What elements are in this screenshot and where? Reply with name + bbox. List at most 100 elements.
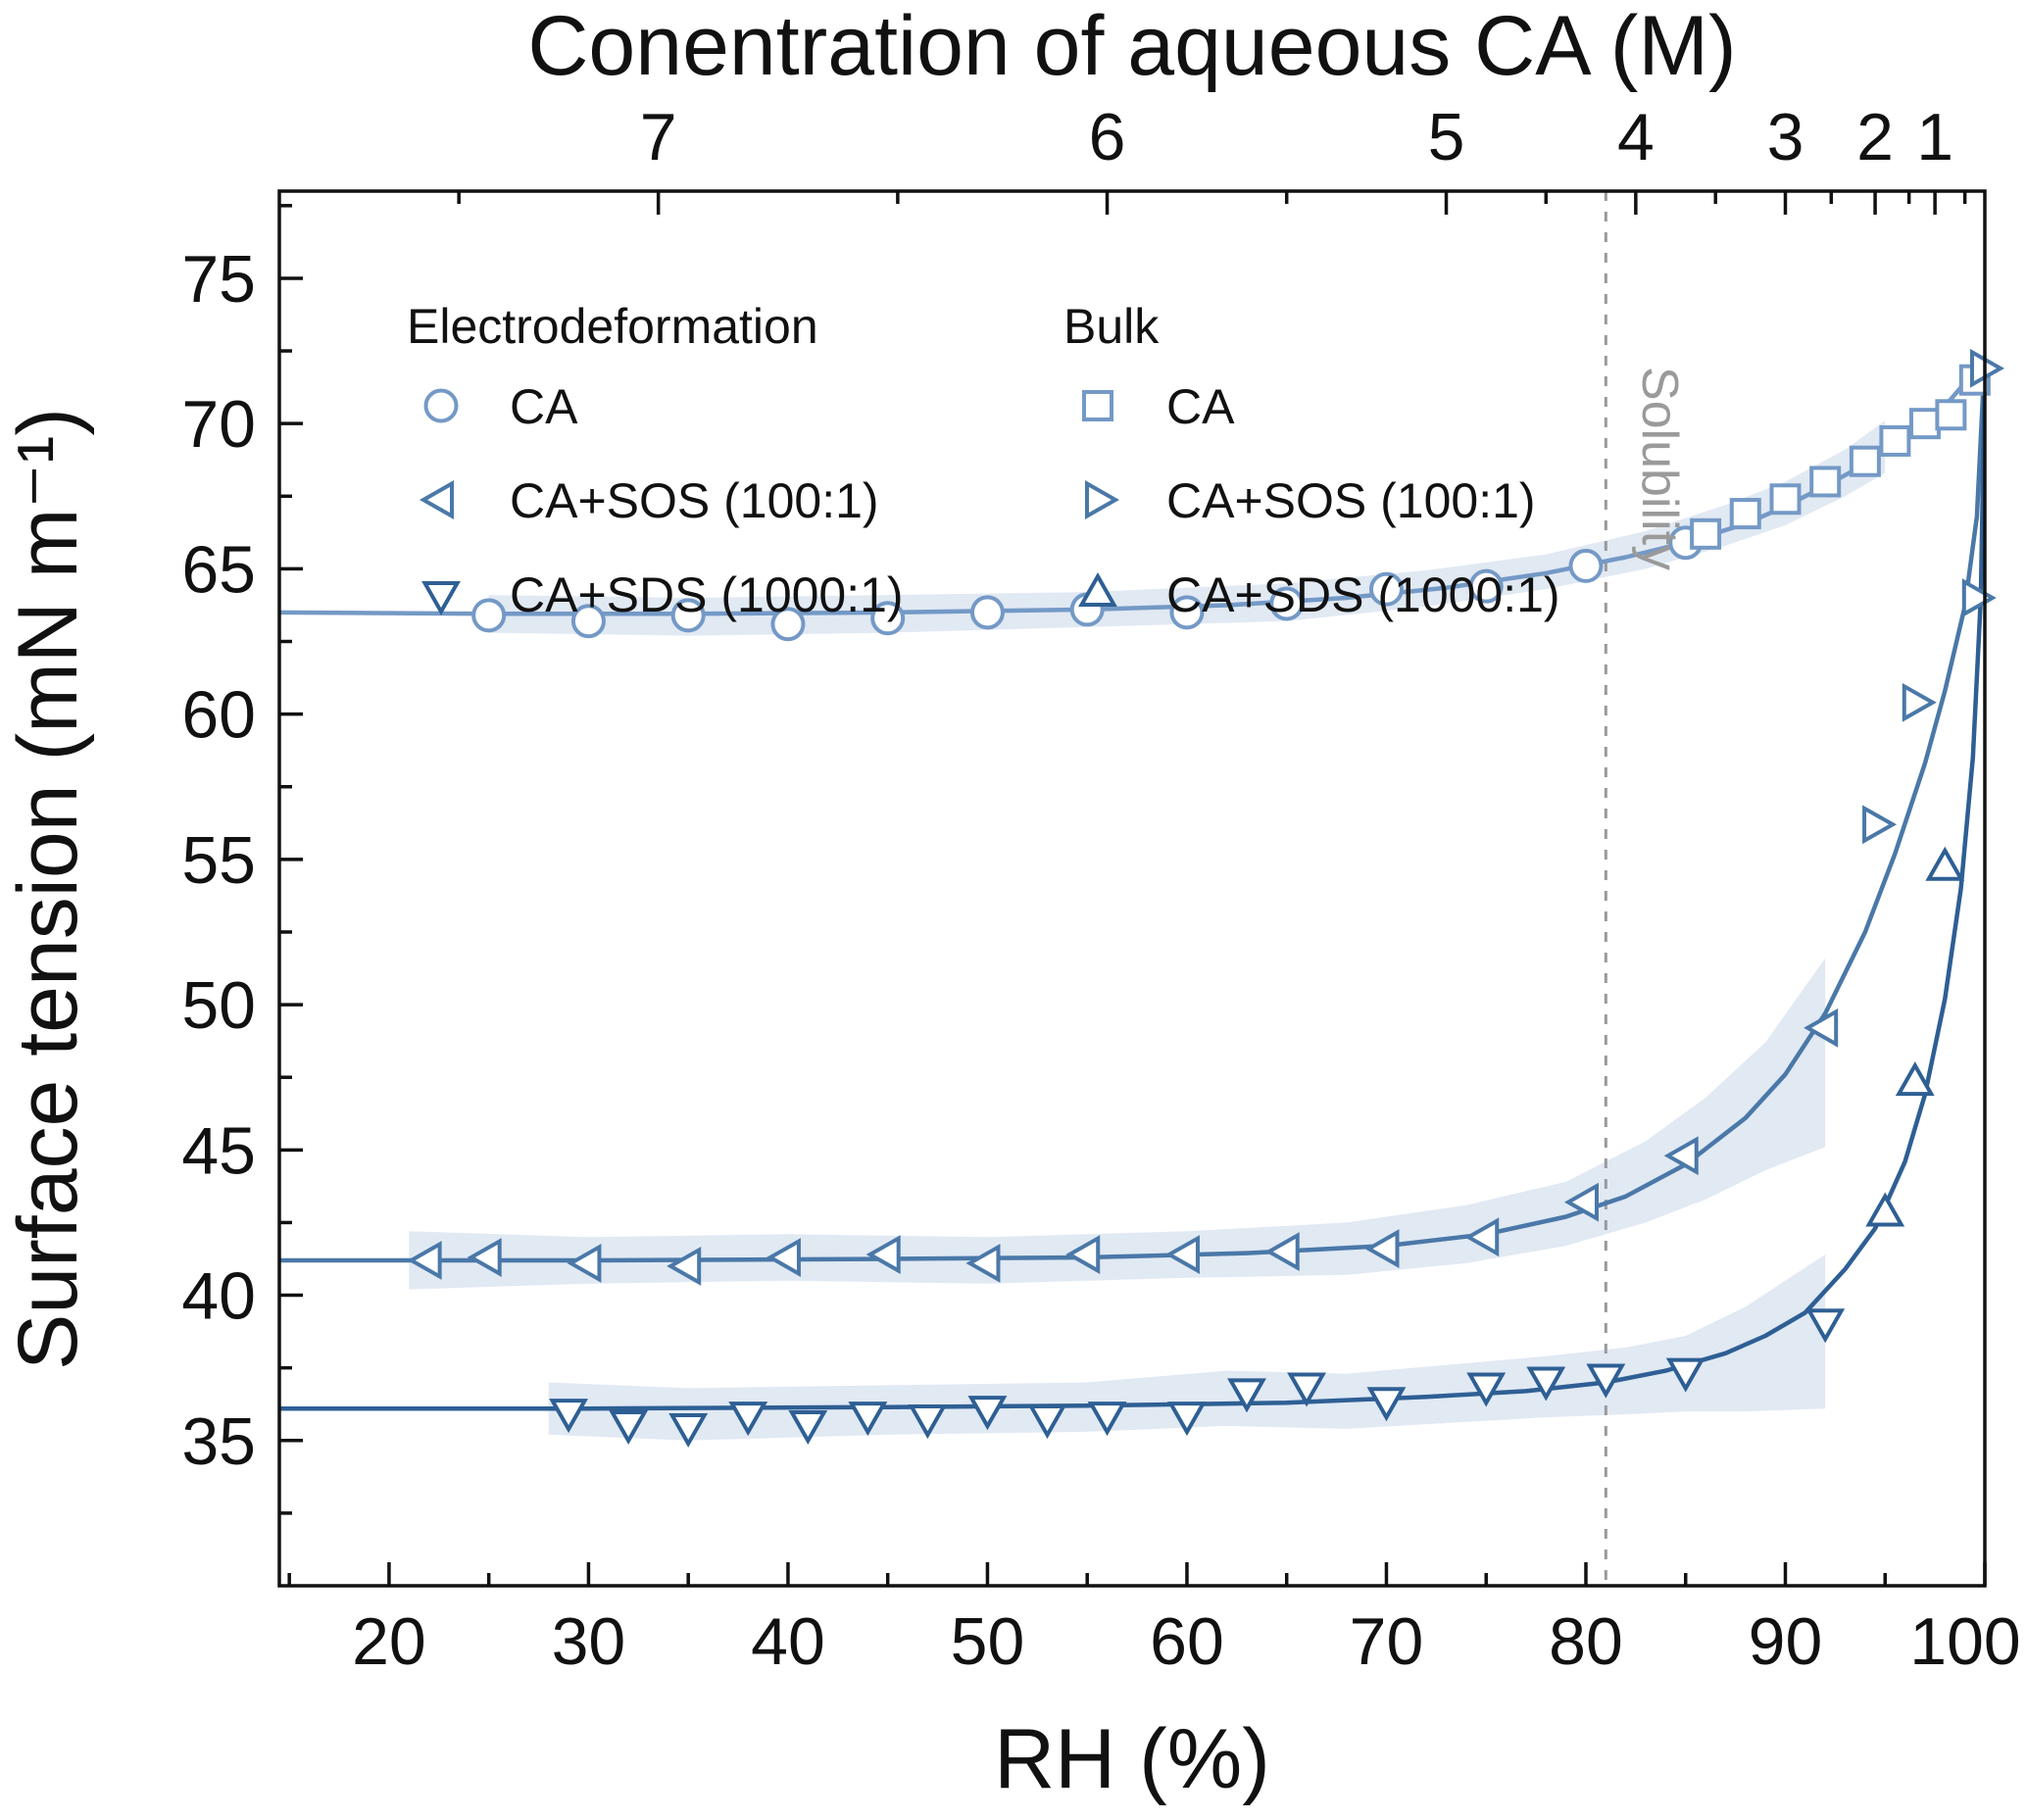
marker-electro-ca-sds-1000-1 [1586, 1363, 1626, 1399]
legend-item-label: CA+SOS (100:1) [510, 473, 879, 528]
band-ca-sos-100-1 [409, 958, 1826, 1290]
marker-electro-ca-sds-1000-1 [1526, 1366, 1566, 1402]
top-tick-label: 6 [1089, 100, 1126, 174]
left-tick-label: 70 [181, 387, 256, 462]
solubility-label: Solubility [1631, 367, 1688, 570]
marker-electro-ca-sos-100-1 [1264, 1232, 1300, 1272]
marker-electro-ca-sds-1000-1 [848, 1402, 888, 1437]
marker-electro-ca-sds-1000-1 [1805, 1308, 1846, 1344]
marker-electro-ca [670, 598, 706, 633]
marker-electro-ca [770, 607, 806, 642]
marker-electro-ca-sds-1000-1 [1227, 1378, 1266, 1413]
marker-bulk-ca [1809, 466, 1842, 498]
marker-bulk-ca [1849, 445, 1881, 477]
marker-bulk-ca [1879, 424, 1911, 457]
marker-electro-ca [570, 604, 606, 639]
triangle-up-icon [1078, 571, 1117, 607]
marker-electro-ca-sos-100-1 [467, 1238, 502, 1277]
marker-bulk-ca-sds-1000-1 [1925, 846, 1965, 881]
legend-item-label: CA+SDS (1000:1) [1166, 567, 1560, 622]
bottom-tick-label: 100 [1909, 1604, 2020, 1679]
left-axis-title: Surface tension (mN m⁻¹) [1, 408, 95, 1370]
marker-bulk-ca [1908, 408, 1941, 440]
bottom-tick-label: 70 [1350, 1604, 1424, 1679]
marker-electro-ca [1568, 548, 1604, 583]
triangle-right-icon [1085, 480, 1120, 519]
marker-electro-ca-sos-100-1 [1663, 1136, 1699, 1176]
marker-electro-ca-sos-100-1 [1364, 1229, 1400, 1269]
marker-bulk-ca-sds-1000-1 [1865, 1192, 1905, 1227]
marker-bulk-ca [1935, 399, 1967, 431]
marker-electro-ca-sos-100-1 [1804, 1008, 1839, 1048]
marker-electro-ca-sds-1000-1 [788, 1409, 828, 1446]
bottom-tick-label: 30 [552, 1604, 626, 1679]
marker-electro-ca-sds-1000-1 [728, 1402, 768, 1437]
marker-electro-ca-sds-1000-1 [609, 1409, 649, 1446]
marker-bulk-ca-sds-1000-1 [1895, 1061, 1935, 1097]
marker-electro-ca-sds-1000-1 [1167, 1402, 1207, 1437]
band-ca [488, 420, 1886, 636]
marker-electro-ca [1468, 568, 1504, 604]
marker-electro-ca-sds-1000-1 [967, 1396, 1008, 1431]
marker-electro-ca-sds-1000-1 [1366, 1387, 1407, 1422]
marker-bulk-ca-sos-100-1 [1902, 682, 1937, 722]
triangle-down-icon [421, 581, 461, 616]
left-tick-label: 60 [181, 678, 256, 753]
legend-item-label: CA+SOS (100:1) [1166, 473, 1536, 528]
marker-electro-ca [1269, 586, 1305, 621]
top-tick-label: 2 [1856, 100, 1894, 174]
square-icon [1082, 390, 1113, 421]
legend-item-label: CA [510, 379, 578, 434]
triangle-left-icon [419, 480, 454, 519]
marker-electro-ca-sds-1000-1 [1466, 1372, 1507, 1407]
marker-electro-ca [471, 598, 507, 633]
marker-electro-ca-sos-100-1 [965, 1243, 1001, 1283]
marker-bulk-ca [1690, 517, 1722, 550]
marker-electro-ca-sos-100-1 [667, 1246, 702, 1286]
marker-electro-ca-sos-100-1 [407, 1241, 442, 1280]
left-tick-label: 50 [181, 968, 256, 1043]
marker-electro-ca [1368, 571, 1404, 607]
legend-item-label: CA [1166, 379, 1235, 434]
top-tick-label: 1 [1916, 100, 1953, 174]
bottom-tick-label: 80 [1549, 1604, 1623, 1679]
top-tick-label: 5 [1428, 100, 1465, 174]
plot-frame [277, 189, 1987, 1588]
top-axis-title: Conentration of aqueous CA (M) [527, 0, 1736, 93]
left-tick-label: 75 [181, 242, 256, 317]
left-tick-label: 45 [181, 1113, 256, 1188]
marker-electro-ca-sos-100-1 [1164, 1235, 1200, 1274]
marker-bulk-ca [1769, 483, 1802, 516]
marker-electro-ca-sds-1000-1 [1027, 1404, 1067, 1440]
left-tick-label: 40 [181, 1259, 256, 1334]
marker-electro-ca [969, 595, 1005, 630]
left-tick-label: 35 [181, 1404, 256, 1479]
bottom-tick-label: 40 [751, 1604, 825, 1679]
marker-electro-ca-sds-1000-1 [1287, 1372, 1327, 1407]
top-tick-label: 4 [1617, 100, 1655, 174]
top-tick-label: 7 [640, 100, 677, 174]
bottom-tick-label: 20 [352, 1604, 426, 1679]
fit-line-ca-sos-100-1 [279, 354, 1985, 1263]
bottom-axis-title: RH (%) [994, 1712, 1270, 1806]
bottom-tick-label: 60 [1150, 1604, 1224, 1679]
marker-bulk-ca [1729, 498, 1761, 530]
marker-electro-ca-sds-1000-1 [908, 1404, 948, 1440]
marker-electro-ca-sos-100-1 [1464, 1217, 1500, 1257]
left-tick-label: 65 [181, 532, 256, 607]
top-tick-label: 3 [1767, 100, 1804, 174]
marker-electro-ca-sds-1000-1 [1665, 1357, 1705, 1393]
marker-electro-ca-sds-1000-1 [1087, 1402, 1127, 1437]
left-tick-label: 55 [181, 823, 256, 898]
legend: Electrodeformation CA CA+SOS (100:1) CA+SDS… [407, 299, 1560, 622]
marker-electro-ca-sos-100-1 [1563, 1182, 1599, 1222]
bottom-tick-label: 50 [951, 1604, 1025, 1679]
marker-electro-ca-sos-100-1 [865, 1235, 901, 1274]
marker-electro-ca [870, 601, 906, 636]
marker-electro-ca-sds-1000-1 [549, 1399, 589, 1434]
legend-item-label: CA+SDS (1000:1) [510, 567, 904, 622]
marker-electro-ca-sds-1000-1 [668, 1412, 709, 1448]
